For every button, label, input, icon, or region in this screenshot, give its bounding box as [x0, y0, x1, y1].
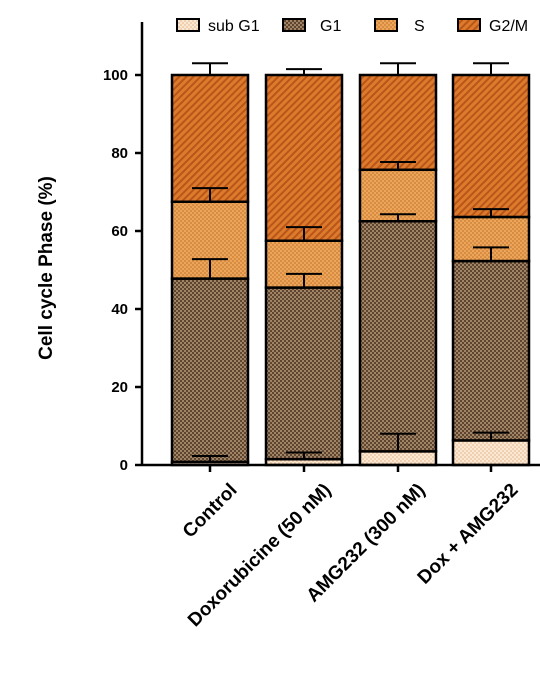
y-tick-label: 0	[120, 457, 128, 474]
legend-item-s: S	[374, 18, 425, 35]
bar-segment-g2-m-doxorubicine-50-nm	[264, 73, 344, 242]
y-tick-label: 60	[111, 223, 128, 240]
legend-label-g1: G1	[320, 18, 341, 35]
y-tick-label: 80	[111, 145, 128, 162]
legend-swatch-g2m	[457, 18, 481, 32]
bar-segment-g1-dox-amg232	[451, 259, 531, 442]
bar-segment-g1-amg232-300-nm	[358, 220, 438, 453]
y-tick-label: 40	[111, 301, 128, 318]
legend-swatch-g1	[282, 18, 306, 32]
legend-swatch-s	[374, 18, 398, 32]
bar-segment-g2-m-control	[170, 73, 250, 203]
legend-label-s: S	[414, 18, 425, 35]
legend-item-g2m: G2/M	[457, 18, 528, 35]
bar-segment-g2-m-amg232-300-nm	[358, 73, 438, 172]
x-tick-label-control: Control	[179, 480, 242, 543]
y-tick-label: 20	[111, 379, 128, 396]
x-tick-label-dox-amg232: Dox + AMG232	[414, 480, 523, 589]
bar-segment-sub-g1-dox-amg232	[451, 439, 531, 467]
legend: sub G1 G1 S G2/M	[176, 18, 528, 35]
y-axis-title: Cell cycle Phase (%)	[36, 176, 57, 360]
legend-label-g2m: G2/M	[489, 18, 528, 35]
bar-segment-sub-g1-amg232-300-nm	[358, 450, 438, 467]
y-tick-label: 100	[103, 67, 128, 84]
bar-segment-g1-doxorubicine-50-nm	[264, 286, 344, 461]
legend-item-g1: G1	[282, 18, 341, 35]
legend-swatch-sub-g1	[176, 18, 200, 32]
legend-item-sub-g1: sub G1	[176, 18, 260, 35]
bar-segment-g1-control	[170, 277, 250, 464]
bar-segment-g2-m-dox-amg232	[451, 73, 531, 219]
legend-label-sub-g1: sub G1	[208, 18, 260, 35]
